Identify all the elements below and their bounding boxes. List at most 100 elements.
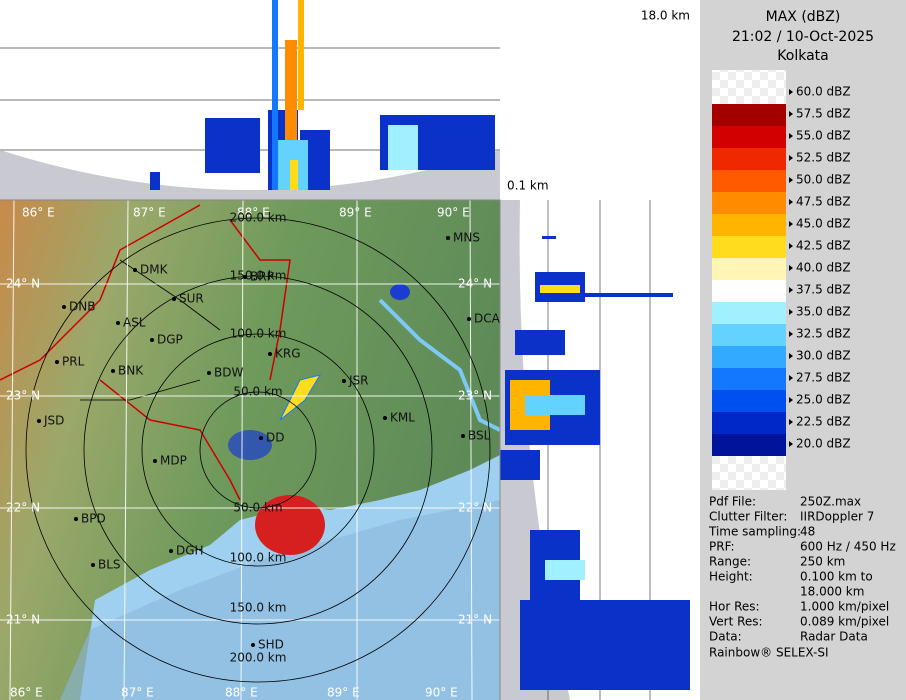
city-label: PRL (62, 355, 85, 369)
legend-tick (789, 111, 793, 117)
legend-swatch (712, 236, 786, 258)
longitude-label-top: 89° E (339, 206, 372, 220)
legend-label: 22.5 dBZ (796, 415, 851, 429)
legend-swatch (712, 346, 786, 368)
legend-label: 45.0 dBZ (796, 217, 851, 231)
city-dot (383, 416, 387, 420)
info-value: 1.000 km/pixel (800, 600, 889, 614)
legend-tick (789, 331, 793, 337)
city-label: BPD (81, 512, 106, 526)
legend-swatch (712, 368, 786, 390)
city-label: DMK (140, 263, 169, 277)
legend-swatch (712, 192, 786, 214)
legend-label: 20.0 dBZ (796, 437, 851, 451)
city-label: BNK (118, 364, 144, 378)
legend-label: 47.5 dBZ (796, 195, 851, 209)
longitude-label-bottom: 88° E (225, 686, 258, 700)
legend-tick (789, 265, 793, 271)
legend-label: 37.5 dBZ (796, 283, 851, 297)
city-dot (37, 419, 41, 423)
latitude-label-right: 22° N (458, 501, 492, 515)
range-label: 200.0 km (230, 211, 287, 225)
info-key: Height: (709, 570, 753, 584)
city-dot (461, 434, 465, 438)
city-label: BSL (468, 429, 491, 443)
info-key: Pdf File: (709, 495, 756, 509)
info-value: 0.100 km to (800, 570, 873, 584)
info-value: 250 km (800, 555, 845, 569)
city-label: JSD (43, 414, 64, 428)
city-label: DCA (474, 312, 501, 326)
site-name: Kolkata (777, 48, 828, 64)
top-height-label: 18.0 km (641, 9, 690, 23)
legend-label: 35.0 dBZ (796, 305, 851, 319)
legend-label: 32.5 dBZ (796, 327, 851, 341)
legend-tick (789, 309, 793, 315)
city-label: KRG (275, 347, 301, 361)
city-dot (111, 369, 115, 373)
legend-label: 42.5 dBZ (796, 239, 851, 253)
range-label: 200.0 km (230, 651, 287, 665)
legend-tick (789, 353, 793, 359)
city-label: SUR (179, 292, 204, 306)
info-value: 250Z.max (800, 495, 861, 509)
city-dot (342, 379, 346, 383)
info-value: 600 Hz / 450 Hz (800, 540, 896, 554)
city-label: BLS (98, 558, 121, 572)
legend-tick (789, 441, 793, 447)
legend-tick (789, 133, 793, 139)
map (0, 200, 500, 700)
city-label: MNS (453, 231, 480, 245)
legend-swatch (712, 126, 786, 148)
legend-label: 27.5 dBZ (796, 371, 851, 385)
legend-tick (789, 419, 793, 425)
info-value: Radar Data (800, 630, 868, 644)
city-dot (55, 360, 59, 364)
city-label: DD (266, 431, 284, 445)
city-dot (268, 352, 272, 356)
legend-label: 50.0 dBZ (796, 173, 851, 187)
legend-tick (789, 221, 793, 227)
latitude-label-left: 24° N (6, 277, 40, 291)
range-label: 50.0 km (233, 385, 282, 399)
legend-swatch (712, 104, 786, 126)
city-label: BRP (250, 270, 274, 284)
legend-swatch (712, 148, 786, 170)
legend-label: 55.0 dBZ (796, 129, 851, 143)
longitude-label-bottom: 86° E (10, 686, 43, 700)
top-profile (0, 0, 500, 200)
legend-swatch (712, 412, 786, 434)
legend-label: 40.0 dBZ (796, 261, 851, 275)
latitude-label-left: 22° N (6, 501, 40, 515)
latitude-label-right: 24° N (458, 277, 492, 291)
city-dot (207, 371, 211, 375)
legend-label: 30.0 dBZ (796, 349, 851, 363)
city-label: SHD (258, 638, 284, 652)
city-label: DNB (69, 300, 95, 314)
range-label: 150.0 km (230, 601, 287, 615)
city-label: DGP (157, 333, 183, 347)
info-key: Hor Res: (709, 600, 760, 614)
range-label: 100.0 km (230, 551, 287, 565)
latitude-label-left: 23° N (6, 389, 40, 403)
city-dot (62, 305, 66, 309)
info-key: Clutter Filter: (709, 510, 787, 524)
legend-swatch (712, 214, 786, 236)
city-label: KML (390, 411, 415, 425)
legend-swatch (712, 170, 786, 192)
city-dot (467, 317, 471, 321)
info-key: PRF: (709, 540, 735, 554)
info-key: Time sampling: (708, 525, 801, 539)
legend-label: 25.0 dBZ (796, 393, 851, 407)
footer: Rainbow® SELEX-SI (709, 646, 829, 660)
latitude-label-left: 21° N (6, 613, 40, 627)
longitude-label-top: 88° E (237, 206, 270, 220)
legend-label: 52.5 dBZ (796, 151, 851, 165)
legend-tick (789, 177, 793, 183)
range-label: 150.0 km (230, 269, 287, 283)
city-dot (172, 297, 176, 301)
legend-swatch (712, 324, 786, 346)
info-key: Data: (709, 630, 742, 644)
legend-tick (789, 89, 793, 95)
